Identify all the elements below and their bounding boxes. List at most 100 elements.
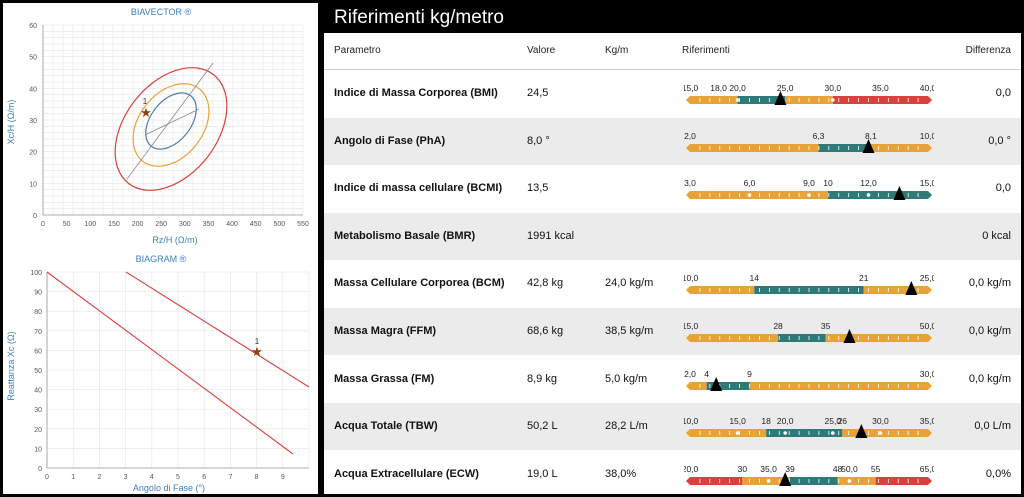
scale-dot <box>831 98 835 102</box>
row-value: 42,8 kg <box>527 277 564 290</box>
star-marker-icon: ★ <box>251 344 263 359</box>
tolerance-ellipse-75 <box>132 83 210 167</box>
row-diff: 0,0 ° <box>988 134 1011 147</box>
scale-segment <box>818 143 871 152</box>
scale-right-arrow-icon <box>928 381 932 390</box>
scale-label: 15,0 <box>920 178 934 188</box>
header-kgm: Kg/m <box>605 45 629 56</box>
reference-scale: 10,0 15,0 18 20,0 25,026 30,0 35,0 <box>684 416 934 439</box>
scale-left-arrow-icon <box>686 381 690 390</box>
scale-segment <box>766 429 843 438</box>
scale-segment <box>690 429 767 438</box>
row-diff: 0,0 kg/m <box>968 277 1011 290</box>
scale-label: 35,0 <box>760 464 777 474</box>
scale-label: 40,0 <box>920 83 934 93</box>
table-row: Indice di Massa Corporea (BMI) 24,5 0,0 15,… <box>324 70 1021 117</box>
value-marker-icon <box>779 471 792 486</box>
scale-right-arrow-icon <box>928 334 932 342</box>
x-tick-label: 8 <box>255 474 259 481</box>
scale-dot <box>866 193 871 197</box>
reference-scale: 2,0 4 9 30,0 <box>684 369 934 391</box>
biavector-title: BIAVECTOR ® <box>131 7 192 17</box>
scale-label: 26 <box>838 416 848 426</box>
scale-segment <box>718 96 738 104</box>
scale-label: 25,0 <box>920 273 934 283</box>
scale-segment <box>690 476 743 485</box>
table-row: Angolo di Fase (PhA) 8,0 ° 0,0 ° 2,0 6,3 8,1 1… <box>324 117 1021 165</box>
value-marker-icon <box>855 424 868 439</box>
reference-scale: 2,0 6,3 8,1 10,0 <box>684 131 934 153</box>
scale-dot <box>831 431 835 435</box>
x-tick-label: 200 <box>132 221 144 228</box>
scale-segment <box>778 334 826 342</box>
value-marker-icon <box>710 376 723 391</box>
value-marker-icon <box>843 329 856 343</box>
scale-segment <box>825 334 928 342</box>
scale-label: 30 <box>738 464 748 474</box>
value-marker-icon <box>862 138 875 153</box>
value-marker-icon <box>905 281 918 296</box>
y-tick-label: 40 <box>34 388 42 395</box>
x-tick-label: 0 <box>45 474 49 481</box>
scale-label: 50,0 <box>920 321 934 331</box>
header-param: Parametro <box>334 45 381 56</box>
row-param-name: Acqua Totale (TBW) <box>334 420 438 433</box>
scale-dot <box>735 98 740 102</box>
scale-label: 2,0 <box>684 369 696 379</box>
scale-label: 18,0 <box>710 83 727 93</box>
scale-label: 2,0 <box>684 131 696 141</box>
x-tick-label: 150 <box>108 221 120 228</box>
biavector-ylabel: Xc/H (Ω/m) <box>6 100 16 145</box>
x-tick-label: 0 <box>41 221 45 228</box>
row-value: 8,0 ° <box>527 134 550 147</box>
header-ref: Riferimenti <box>682 45 730 56</box>
y-tick-label: 70 <box>34 329 42 336</box>
scale-right-arrow-icon <box>928 96 932 104</box>
scale-segment <box>870 143 928 152</box>
scale-right-arrow-icon <box>928 191 932 200</box>
scale-dot <box>847 478 852 483</box>
scale-label: 10,0 <box>920 131 934 141</box>
point-label: 1 <box>143 97 148 106</box>
reference-scale: 10,0 14 21 25,0 <box>684 273 934 296</box>
scale-segment <box>789 476 838 485</box>
row-param-name: Metabolismo Basale (BMR) <box>334 229 476 242</box>
scale-label: 10,0 <box>684 273 699 283</box>
x-tick-label: 6 <box>202 474 206 481</box>
x-tick-label: 100 <box>84 221 96 228</box>
x-tick-label: 50 <box>63 221 71 228</box>
table-row: Massa Grassa (FM) 8,9 kg 5,0 kg/m 0,0 kg/m 2… <box>324 356 1021 403</box>
scale-right-arrow-icon <box>928 476 932 485</box>
x-tick-label: 350 <box>203 221 215 228</box>
scale-dot <box>766 478 771 483</box>
table-row: Massa Cellulare Corporea (BCM) 42,8 kg 24,… <box>324 260 1021 307</box>
scale-label: 25,0 <box>825 416 842 426</box>
row-diff: 0,0 kg/m <box>968 372 1011 385</box>
scale-label: 25,0 <box>777 83 794 93</box>
scale-label: 20,0 <box>729 83 746 93</box>
x-tick-label: 3 <box>124 474 128 481</box>
y-tick-label: 40 <box>29 86 37 93</box>
x-tick-label: 1 <box>71 474 75 481</box>
panel-title: Riferimenti kg/metro <box>324 3 1021 33</box>
scale-label: 35,0 <box>872 83 889 93</box>
scale-left-arrow-icon <box>686 191 690 200</box>
row-param-name: Massa Magra (FFM) <box>334 325 437 337</box>
row-param-name: Massa Grassa (FM) <box>334 372 435 385</box>
y-tick-label: 30 <box>34 407 42 414</box>
row-kgm: 5,0 kg/m <box>605 372 648 385</box>
row-diff: 0,0 L/m <box>974 420 1011 433</box>
scale-label: 14 <box>750 273 760 283</box>
table-row: Acqua Extracellulare (ECW) 19,0 L 38,0% 0,0… <box>324 451 1021 494</box>
star-marker-icon: ★ <box>140 105 152 120</box>
scale-label: 21 <box>859 273 869 283</box>
row-param-name: Acqua Extracellulare (ECW) <box>334 467 479 480</box>
row-value: 13,5 <box>527 182 549 195</box>
y-tick-label: 60 <box>29 23 37 30</box>
scale-label: 48 <box>833 464 843 474</box>
scale-segment <box>837 476 876 485</box>
scale-segment <box>875 476 928 485</box>
scale-label: 15,0 <box>729 416 746 426</box>
row-value: 19,0 L <box>527 467 558 480</box>
table-row: Indice di massa cellulare (BCMI) 13,5 0,0 3… <box>324 165 1021 212</box>
